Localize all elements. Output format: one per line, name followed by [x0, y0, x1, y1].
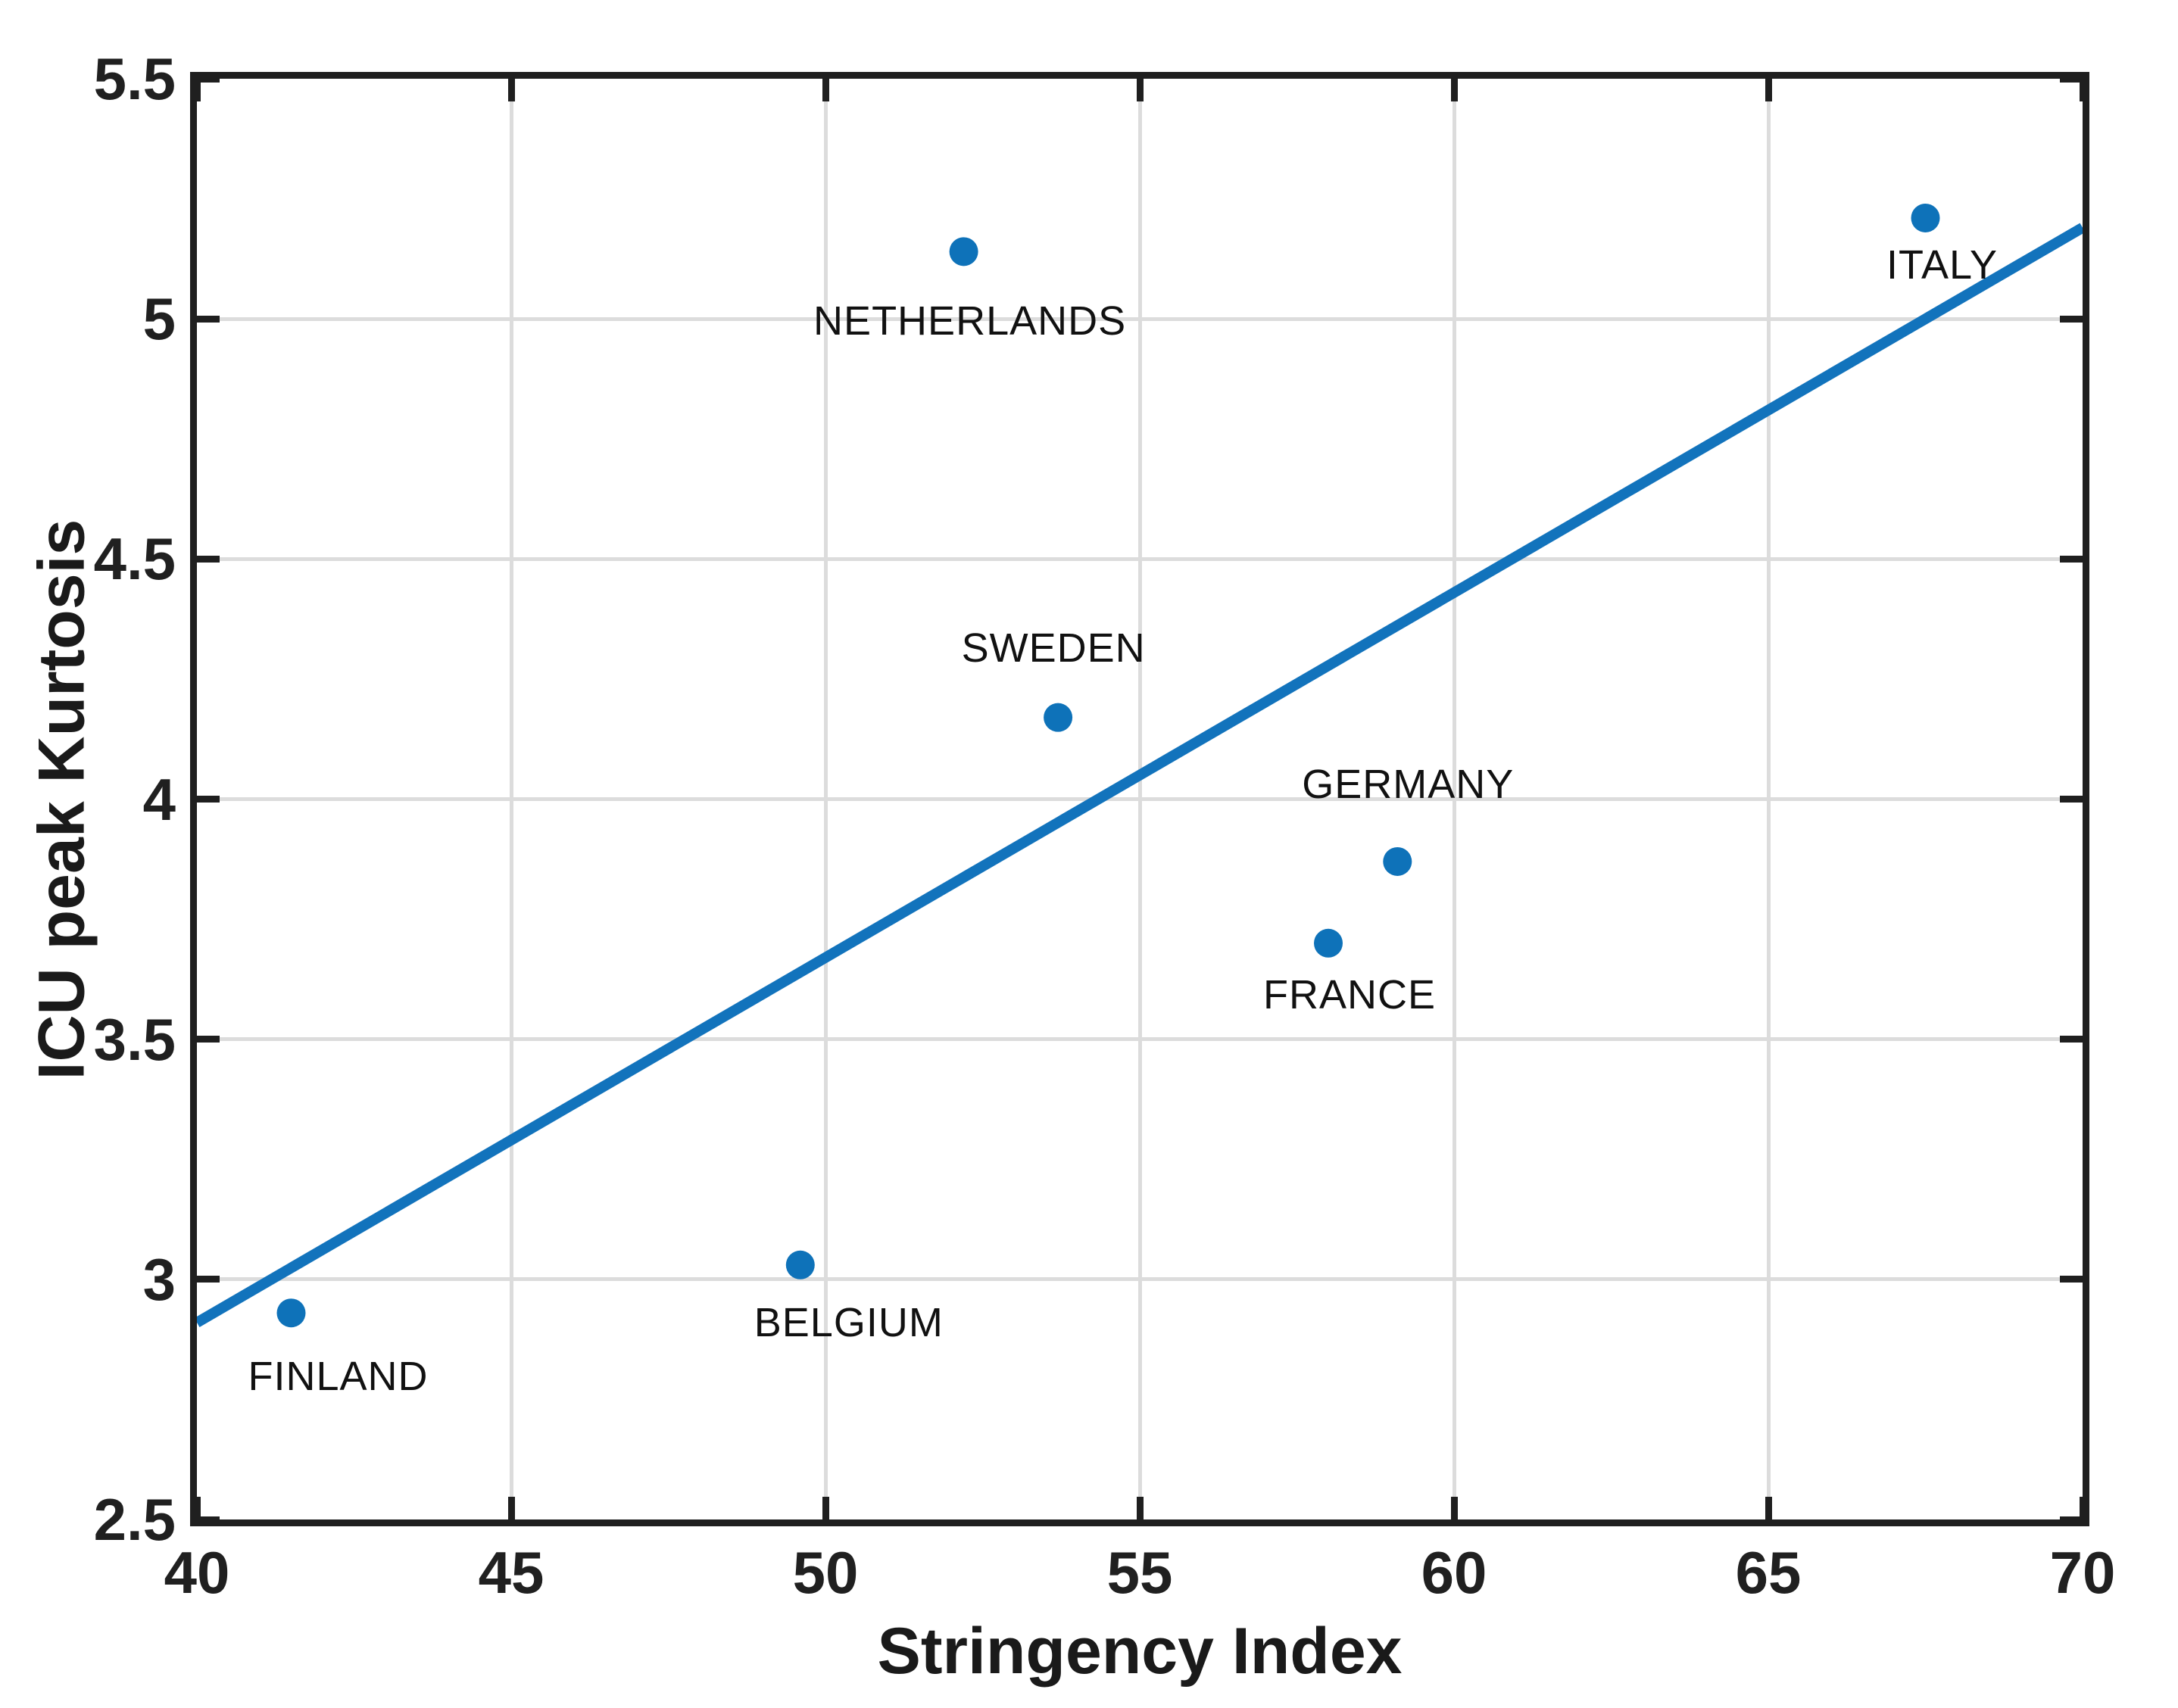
point-label-netherlands: NETHERLANDS: [813, 298, 1127, 344]
x-tick-mark: [1450, 79, 1458, 101]
x-tick-mark: [507, 1497, 515, 1519]
x-tick-mark: [1450, 1497, 1458, 1519]
x-tick-mark: [822, 1497, 829, 1519]
point-label-italy: ITALY: [1886, 242, 1999, 288]
x-tick-mark: [822, 79, 829, 101]
x-tick-label: 45: [478, 1539, 544, 1606]
x-tick-mark: [1136, 1497, 1144, 1519]
y-tick-mark: [2060, 1276, 2083, 1283]
y-tick-label: 3: [142, 1245, 176, 1313]
y-tick-label: 4: [142, 765, 176, 833]
horizontal-gridline: [197, 1037, 2083, 1042]
x-tick-mark: [2079, 79, 2086, 101]
plot-area: FINLAND BELGIUM NETHERLANDS SWEDEN FRANCE GER…: [190, 72, 2089, 1526]
y-tick-mark: [2060, 75, 2083, 83]
point-label-belgium: BELGIUM: [754, 1299, 944, 1345]
y-tick-label: 5.5: [93, 45, 176, 112]
x-tick-label: 65: [1735, 1539, 1802, 1606]
x-tick-mark: [1765, 1497, 1772, 1519]
y-tick-label: 3.5: [93, 1005, 176, 1073]
x-tick-mark: [2079, 1497, 2086, 1519]
y-tick-mark: [2060, 1516, 2083, 1523]
x-tick-mark: [193, 79, 201, 101]
point-label-sweden: SWEDEN: [961, 625, 1146, 671]
y-tick-mark: [2060, 796, 2083, 803]
x-tick-mark: [1136, 79, 1144, 101]
scatter-and-trend-layer: [197, 203, 2083, 1328]
point-label-germany: GERMANY: [1302, 761, 1515, 807]
y-tick-mark: [197, 796, 220, 803]
data-point-sweden: [1044, 703, 1073, 732]
data-point-italy: [1911, 203, 1940, 232]
horizontal-gridline: [197, 797, 2083, 801]
trend-line: [197, 223, 2083, 1327]
point-label-finland: FINLAND: [248, 1354, 429, 1400]
data-point-finland: [276, 1298, 306, 1328]
y-axis-title: ICU peak Kurtosis: [25, 519, 98, 1080]
y-tick-label: 5: [142, 285, 176, 353]
y-tick-label: 4.5: [93, 525, 176, 593]
y-tick-mark: [197, 1516, 220, 1523]
x-axis-title: Stringency Index: [877, 1615, 1403, 1688]
y-tick-label: 2.5: [93, 1486, 176, 1553]
y-tick-mark: [197, 75, 220, 83]
y-tick-mark: [197, 1036, 220, 1043]
y-tick-mark: [197, 1276, 220, 1283]
x-tick-mark: [1765, 79, 1772, 101]
horizontal-gridline: [197, 556, 2083, 561]
y-tick-mark: [197, 315, 220, 323]
horizontal-gridline: [197, 1277, 2083, 1282]
data-point-france: [1314, 928, 1343, 958]
data-point-germany: [1383, 846, 1412, 876]
horizontal-gridline: [197, 316, 2083, 321]
y-tick-mark: [2060, 555, 2083, 563]
x-tick-label: 50: [792, 1539, 859, 1606]
data-point-netherlands: [949, 237, 978, 266]
x-tick-mark: [193, 1497, 201, 1519]
data-point-belgium: [785, 1250, 815, 1279]
x-tick-label: 70: [2049, 1539, 2116, 1606]
x-tick-label: 60: [1421, 1539, 1487, 1606]
y-tick-mark: [2060, 1036, 2083, 1043]
point-label-france: FRANCE: [1262, 971, 1437, 1018]
x-tick-mark: [507, 79, 515, 101]
y-tick-mark: [197, 555, 220, 563]
x-tick-label: 55: [1106, 1539, 1173, 1606]
x-tick-label: 40: [164, 1539, 230, 1606]
y-tick-mark: [2060, 315, 2083, 323]
